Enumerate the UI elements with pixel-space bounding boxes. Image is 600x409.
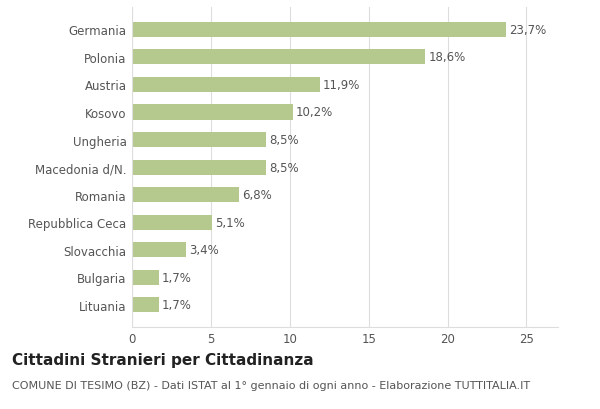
Bar [132, 50, 425, 65]
Text: 11,9%: 11,9% [323, 79, 360, 92]
Text: 6,8%: 6,8% [242, 189, 272, 202]
Text: Cittadini Stranieri per Cittadinanza: Cittadini Stranieri per Cittadinanza [12, 352, 314, 367]
Text: 5,1%: 5,1% [215, 216, 245, 229]
Bar [132, 22, 506, 38]
Text: 3,4%: 3,4% [189, 244, 218, 256]
Text: 18,6%: 18,6% [428, 51, 466, 64]
Text: 8,5%: 8,5% [269, 161, 299, 174]
Text: COMUNE DI TESIMO (BZ) - Dati ISTAT al 1° gennaio di ogni anno - Elaborazione TUT: COMUNE DI TESIMO (BZ) - Dati ISTAT al 1°… [12, 380, 530, 390]
Bar [132, 78, 320, 93]
Bar [132, 188, 239, 203]
Bar [132, 298, 159, 313]
Bar [132, 243, 185, 258]
Text: 1,7%: 1,7% [162, 271, 192, 284]
Text: 8,5%: 8,5% [269, 134, 299, 147]
Text: 10,2%: 10,2% [296, 106, 334, 119]
Bar [132, 215, 212, 230]
Bar [132, 105, 293, 120]
Bar [132, 270, 159, 285]
Text: 23,7%: 23,7% [509, 24, 547, 37]
Bar [132, 133, 266, 148]
Bar [132, 160, 266, 175]
Text: 1,7%: 1,7% [162, 299, 192, 312]
